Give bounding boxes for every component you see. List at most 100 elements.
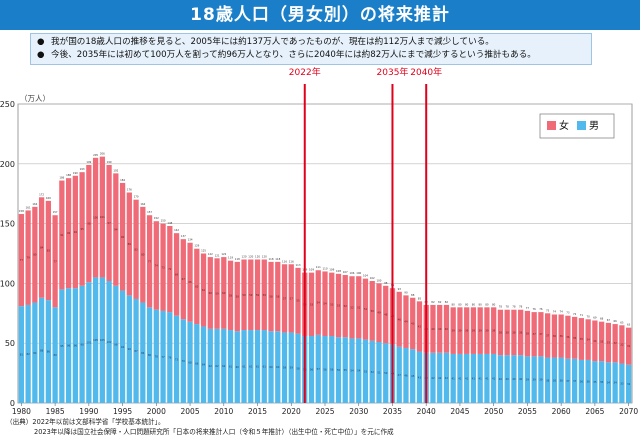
bar-female <box>45 200 51 301</box>
bar-male <box>167 312 173 403</box>
data-label-male: 56 <box>330 368 334 372</box>
data-label-female: 60 <box>209 291 213 295</box>
data-label-male: 35 <box>593 380 597 384</box>
data-label-female: 31 <box>627 344 631 348</box>
bar-male <box>578 359 585 403</box>
bar-female <box>275 261 281 332</box>
data-label-female: 54 <box>317 301 321 305</box>
data-label-male: 41 <box>472 376 476 380</box>
data-label-male: 64 <box>202 363 206 367</box>
x-tick-label: 2005 <box>181 407 200 416</box>
bar-female <box>430 304 436 353</box>
data-label-female: 37 <box>539 332 543 336</box>
data-label-total: 122 <box>208 252 213 256</box>
data-label-female: 97 <box>107 221 111 225</box>
data-label-female: 35 <box>573 336 577 340</box>
data-label-total: 104 <box>363 274 368 278</box>
bar-female <box>25 210 31 305</box>
data-label-male: 57 <box>317 367 321 371</box>
data-label-total: 148 <box>167 221 172 225</box>
data-label-male: 34 <box>613 381 617 385</box>
bar-female <box>187 242 193 322</box>
data-label-male: 35 <box>600 380 604 384</box>
data-label-male: 55 <box>344 368 348 372</box>
x-tick-label: 2070 <box>619 407 638 416</box>
data-label-female: 55 <box>296 299 300 303</box>
data-label-female: 39 <box>479 329 483 333</box>
data-label-female: 40 <box>438 327 442 331</box>
data-label-total: 80 <box>465 302 469 306</box>
x-tick-label: 2020 <box>282 407 301 416</box>
data-label-total: 80 <box>458 302 462 306</box>
data-label-female: 53 <box>310 302 314 306</box>
data-label-female: 37 <box>546 333 550 337</box>
data-label-male: 62 <box>215 364 219 368</box>
data-label-male: 41 <box>479 376 483 380</box>
data-label-male: 38 <box>553 378 557 382</box>
data-label-male: 46 <box>404 373 408 377</box>
data-label-male: 58 <box>296 366 300 370</box>
bar-male <box>443 352 450 403</box>
data-label-male: 34 <box>607 381 611 385</box>
legend-label-male: 男 <box>589 120 599 132</box>
bar-male <box>221 328 227 403</box>
data-label-male: 77 <box>161 355 165 359</box>
data-label-total: 164 <box>140 202 145 206</box>
bar-male <box>160 310 166 403</box>
data-label-female: 53 <box>330 302 334 306</box>
data-label-total: 109 <box>309 268 314 272</box>
data-label-male: 38 <box>546 378 550 382</box>
data-label-total: 118 <box>235 257 240 261</box>
data-label-female: 39 <box>465 329 469 333</box>
bar-male <box>25 304 31 403</box>
source-note: （出典）2022年以前は文部科学省「学校基本統計」。 2023年以降は国立社会保… <box>6 417 394 437</box>
bar-female <box>79 172 85 286</box>
bar-male <box>376 342 382 403</box>
data-label-male: 41 <box>458 376 462 380</box>
data-label-total: 69 <box>593 315 597 319</box>
summary-notes: ● 我が国の18歳人口の推移を見ると、2005年には約137万人であったものが、現… <box>30 33 592 65</box>
data-label-female: 59 <box>215 292 219 296</box>
bar-male <box>268 331 274 403</box>
data-label-female: 48 <box>384 312 388 316</box>
data-label-male: 60 <box>276 365 280 369</box>
data-label-male: 43 <box>418 375 422 379</box>
bar-female <box>376 283 382 343</box>
data-label-female: 53 <box>337 304 341 308</box>
data-label-male: 105 <box>100 338 105 342</box>
bar-female <box>288 264 294 333</box>
note-text-2: 今後、2035年には初めて100万人を割って約96万人となり、さらに2040年に… <box>51 50 536 60</box>
data-label-male: 78 <box>155 354 159 358</box>
data-label-female: 59 <box>256 293 260 297</box>
bar-male <box>38 297 45 403</box>
bar-male <box>497 355 504 403</box>
legend-swatch-male <box>577 121 586 130</box>
data-label-total: 109 <box>329 268 334 272</box>
bar-male <box>477 353 483 403</box>
bar-male <box>416 351 423 403</box>
bar-male <box>133 298 139 403</box>
data-label-female: 95 <box>80 227 84 231</box>
bar-female <box>329 272 335 337</box>
data-label-female: 74 <box>155 263 159 267</box>
bar-male <box>410 349 416 403</box>
legend-swatch-female <box>547 121 556 130</box>
bar-female <box>349 276 355 339</box>
data-label-total: 71 <box>580 313 584 317</box>
bar-male <box>403 347 409 403</box>
bar-female <box>119 182 126 291</box>
bar-male <box>32 302 38 403</box>
data-label-total: 116 <box>282 259 287 263</box>
bar-male <box>194 324 200 403</box>
data-label-male: 80 <box>148 353 152 357</box>
data-label-male: 40 <box>519 377 523 381</box>
data-label-male: 73 <box>175 357 179 361</box>
data-label-male: 40 <box>506 377 510 381</box>
data-label-total: 74 <box>559 309 563 313</box>
page-title: 18歳人口（男女別）の将来推計 <box>0 0 640 30</box>
data-label-male: 70 <box>182 359 186 363</box>
data-label-male: 61 <box>263 365 267 369</box>
bar-female <box>457 307 463 354</box>
bar-male <box>140 302 146 403</box>
data-label-male: 41 <box>492 376 496 380</box>
